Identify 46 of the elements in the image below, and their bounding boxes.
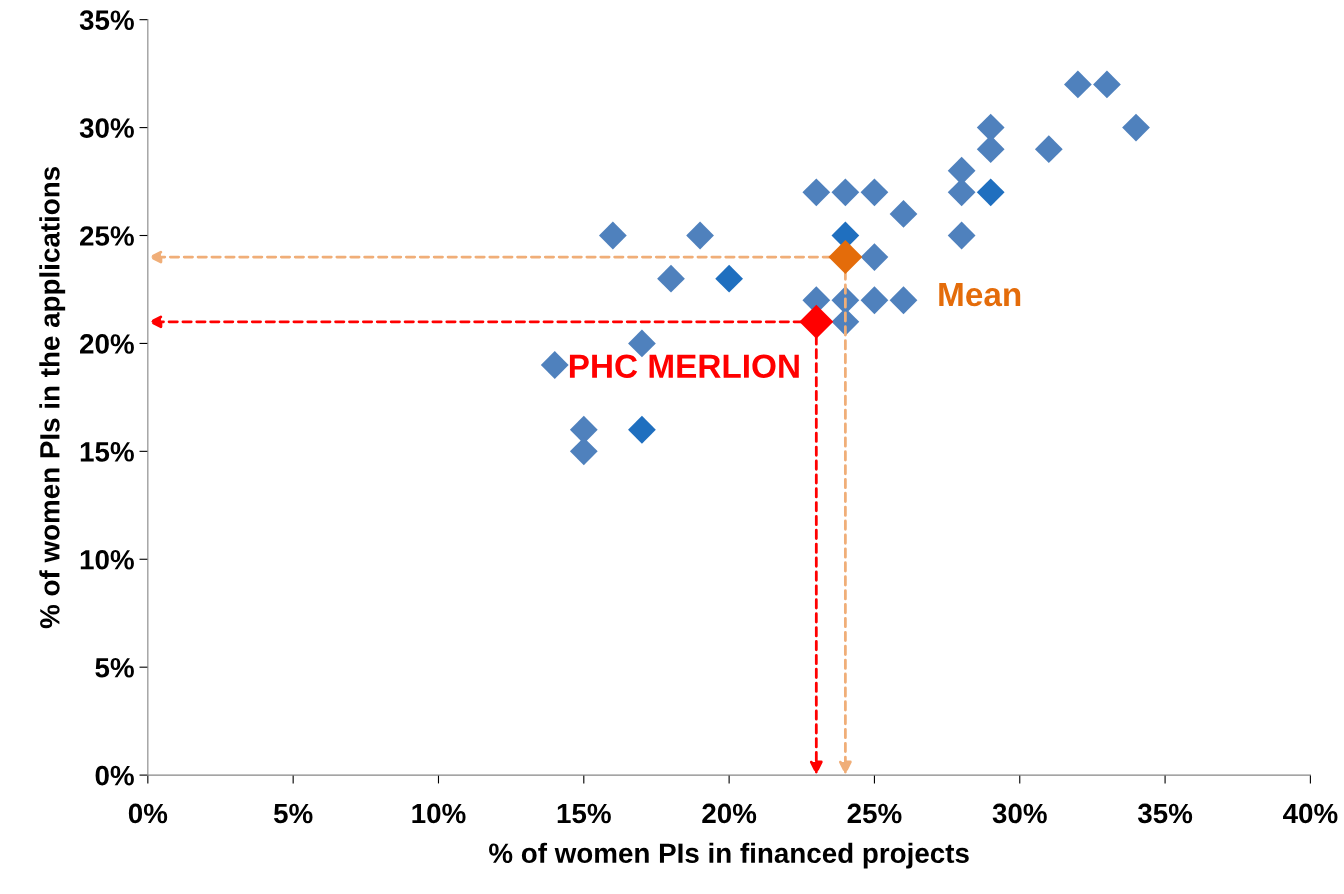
point — [799, 304, 834, 339]
point — [947, 178, 976, 207]
point — [715, 264, 744, 293]
x-tick-label: 40% — [1283, 803, 1338, 824]
point — [947, 156, 976, 185]
point — [569, 437, 598, 466]
y-tick-label: 25% — [80, 226, 134, 246]
y-tick-label: 0% — [95, 765, 134, 786]
point — [1034, 135, 1063, 164]
point — [860, 178, 889, 207]
point — [976, 135, 1005, 164]
x-tick-label: 0% — [128, 803, 168, 824]
text: Mean — [939, 283, 1021, 307]
point — [947, 221, 976, 250]
y-tick-label: 20% — [80, 334, 134, 354]
point — [628, 415, 656, 444]
point — [1122, 113, 1150, 142]
y-tick-label: 5% — [95, 657, 134, 678]
y-tick-label: 10% — [80, 549, 134, 570]
y-axis-title: % of women PIs in the applications — [39, 166, 66, 629]
point — [802, 178, 831, 207]
x-tick-label: 10% — [412, 803, 466, 824]
point — [889, 286, 918, 315]
point — [860, 286, 889, 315]
point — [1064, 70, 1092, 99]
point — [828, 240, 863, 275]
point — [657, 264, 685, 293]
series-label: PHC MERLION — [569, 354, 799, 379]
point — [1093, 70, 1121, 99]
point — [976, 178, 1005, 207]
x-tick-label: 5% — [273, 803, 313, 824]
y-tick-label: 35% — [79, 10, 134, 31]
y-tick-label: 15% — [80, 442, 134, 462]
point — [686, 221, 714, 250]
x-tick-label: 30% — [992, 803, 1047, 824]
point — [598, 221, 627, 250]
x-axis-title: % of women PIs in financed projects — [489, 842, 969, 869]
point — [540, 351, 569, 379]
x-tick-label: 25% — [847, 803, 902, 824]
x-tick-label: 15% — [557, 803, 611, 824]
point — [831, 178, 860, 207]
point — [889, 200, 918, 228]
x-tick-label: 35% — [1137, 803, 1193, 824]
point — [860, 243, 889, 271]
x-tick-label: 20% — [702, 803, 757, 824]
y-tick-label: 30% — [79, 118, 134, 138]
